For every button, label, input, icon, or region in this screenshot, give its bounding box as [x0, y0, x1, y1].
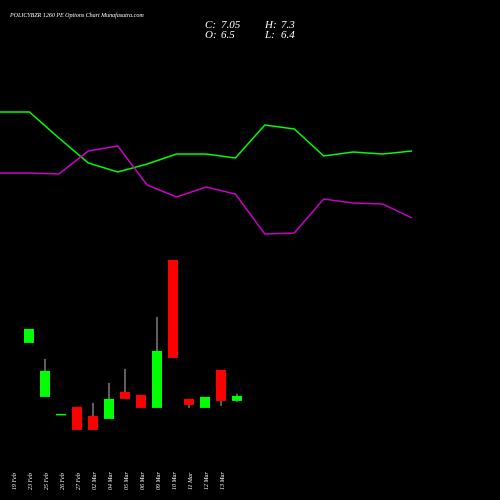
x-tick-label: 13 Mar: [220, 472, 226, 490]
chart-title: POLICYBZR 1260 PE Options Chart Munafasu…: [9, 12, 144, 19]
ohlc-value: 6.5: [221, 29, 235, 41]
x-tick-label: 04 Mar: [107, 472, 114, 490]
candle-body: [232, 395, 242, 401]
x-tick-label: 11 Mar: [188, 472, 194, 490]
candle-body: [200, 396, 210, 408]
candle-body: [216, 369, 226, 401]
candle-body: [184, 398, 194, 405]
x-tick-label: 10 Mar: [172, 472, 178, 490]
indicator-line: [0, 111, 413, 173]
candle-body: [104, 398, 114, 419]
x-tick-label: 12 Mar: [204, 472, 210, 490]
candle-body: [136, 394, 146, 408]
candle-body: [40, 370, 50, 397]
x-tick-label: 05 Mar: [124, 472, 130, 490]
x-tick-label: 26 Feb: [60, 473, 66, 490]
ohlc-value: 7.05: [221, 19, 241, 31]
candle-body: [56, 413, 66, 416]
x-tick-label: 02 Mar: [92, 472, 98, 490]
candle-body: [120, 391, 130, 399]
ohlc-label: C:: [205, 19, 216, 31]
x-tick-label: 06 Mar: [140, 472, 146, 490]
candle-body: [168, 259, 178, 358]
x-tick-label: 25 Feb: [44, 473, 50, 490]
ohlc-label: H:: [264, 19, 277, 31]
candle-body: [152, 350, 162, 408]
x-tick-label: 09 Mar: [156, 472, 162, 490]
x-tick-label: 27 Feb: [76, 473, 82, 490]
ohlc-value: 7.3: [281, 19, 295, 31]
ohlc-label: O:: [205, 29, 217, 41]
ohlc-label: L:: [264, 29, 275, 41]
x-tick-label: 23 Feb: [28, 473, 34, 490]
ohlc-value: 6.4: [281, 29, 295, 41]
candle-body: [88, 415, 98, 430]
candle-body: [72, 406, 82, 430]
x-tick-label: 19 Feb: [12, 473, 18, 490]
indicator-line: [0, 145, 413, 235]
candle-body: [24, 328, 34, 343]
